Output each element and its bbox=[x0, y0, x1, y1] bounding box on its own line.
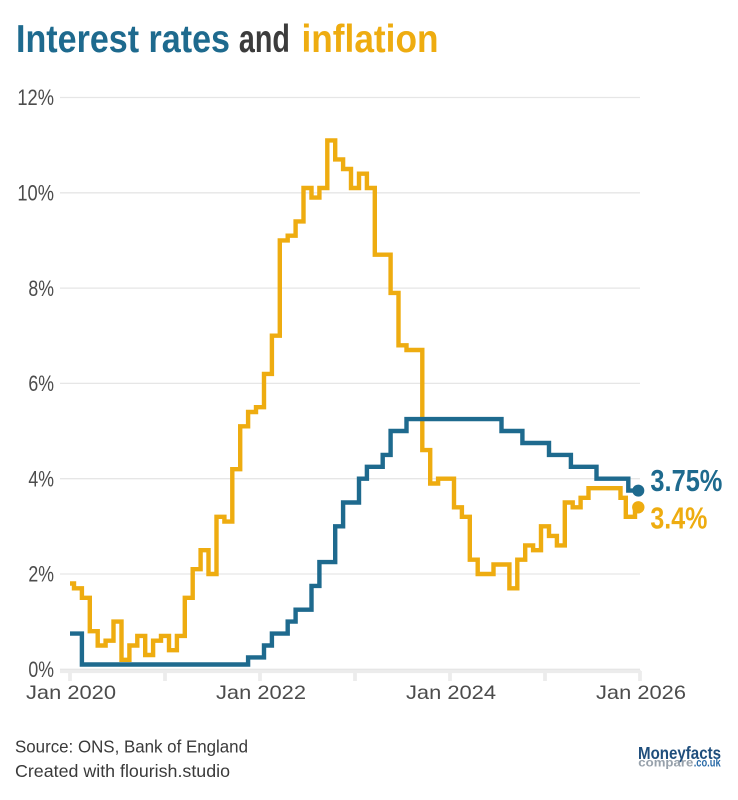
svg-text:.co.uk: .co.uk bbox=[694, 755, 721, 769]
svg-text:Jan 2022: Jan 2022 bbox=[216, 682, 306, 704]
svg-text:2%: 2% bbox=[28, 562, 54, 587]
svg-text:Moneyfacts: Moneyfacts bbox=[638, 743, 721, 763]
svg-text:6%: 6% bbox=[28, 371, 54, 396]
svg-text:12%: 12% bbox=[17, 85, 54, 110]
svg-text:Source: ONS, Bank of England: Source: ONS, Bank of England bbox=[15, 737, 248, 757]
svg-text:compare: compare bbox=[638, 755, 693, 769]
svg-text:3.75%: 3.75% bbox=[650, 463, 722, 498]
svg-text:Jan 2026: Jan 2026 bbox=[596, 682, 686, 704]
svg-text:3.4%: 3.4% bbox=[650, 500, 707, 535]
svg-text:0%: 0% bbox=[28, 657, 54, 682]
svg-text:Interest rates: Interest rates bbox=[16, 18, 230, 61]
svg-text:10%: 10% bbox=[17, 181, 54, 206]
svg-text:Created with flourish.studio: Created with flourish.studio bbox=[15, 761, 230, 781]
svg-text:and: and bbox=[239, 18, 290, 61]
svg-text:inflation: inflation bbox=[302, 18, 439, 61]
svg-text:Jan 2024: Jan 2024 bbox=[406, 682, 496, 704]
svg-text:8%: 8% bbox=[28, 276, 54, 301]
svg-text:4%: 4% bbox=[28, 466, 54, 491]
svg-text:Jan 2020: Jan 2020 bbox=[26, 682, 116, 704]
